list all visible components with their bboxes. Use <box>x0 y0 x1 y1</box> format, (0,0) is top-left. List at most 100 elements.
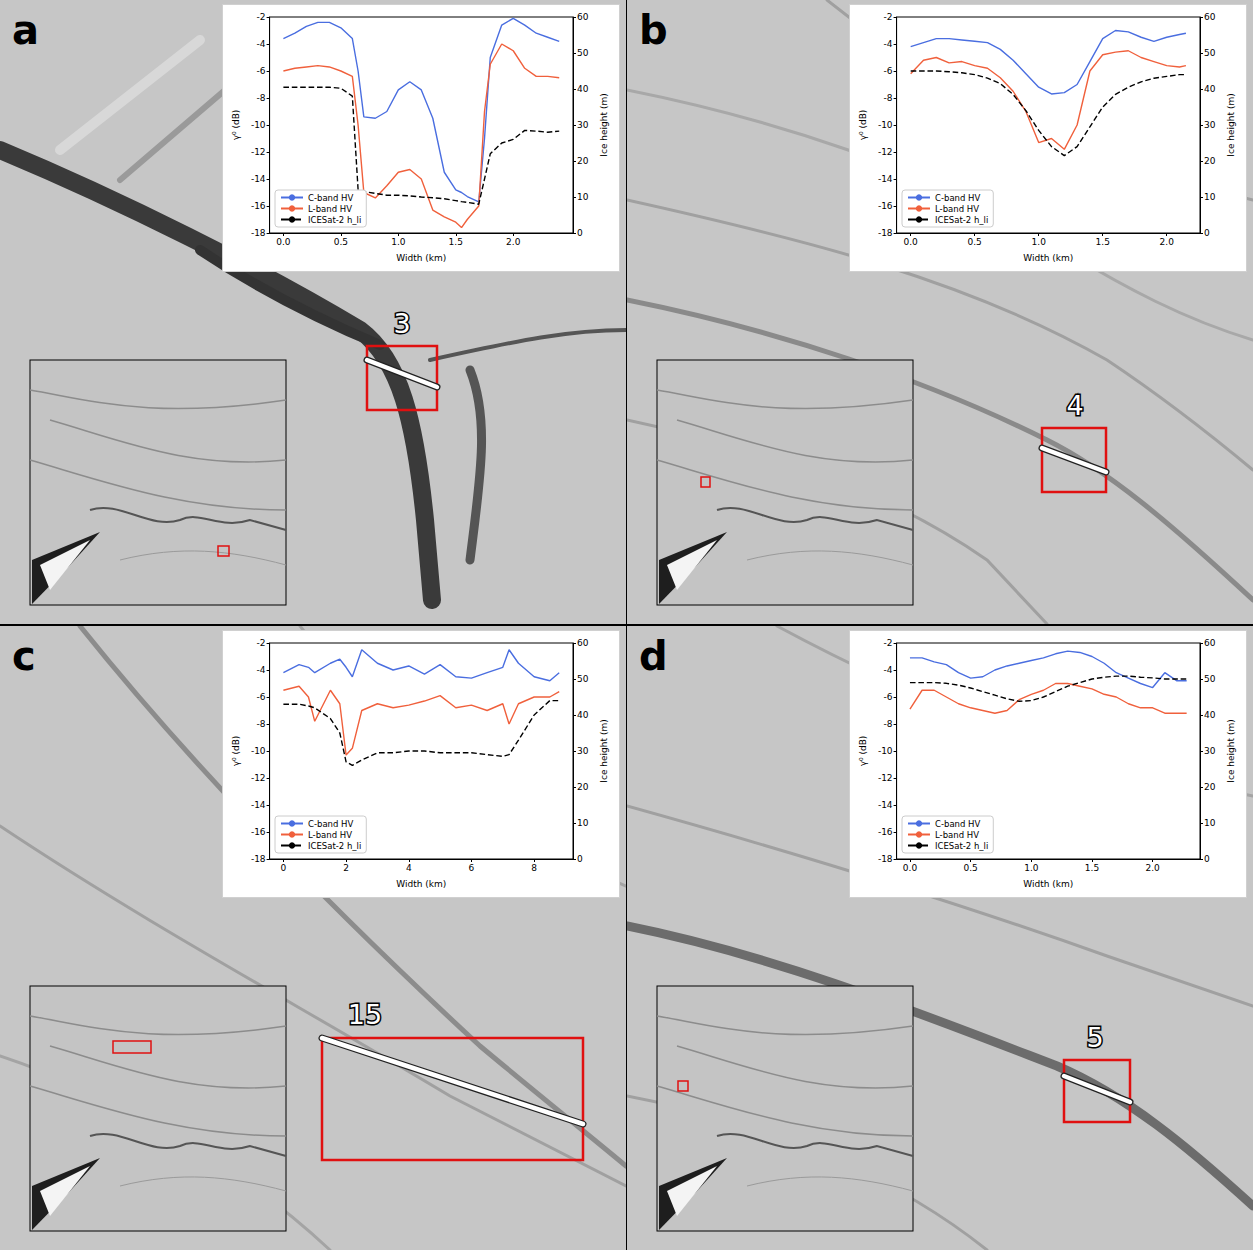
svg-text:-2: -2 <box>884 638 893 648</box>
svg-text:-14: -14 <box>878 174 893 184</box>
svg-text:Ice height (m): Ice height (m) <box>1226 719 1236 782</box>
svg-text:1.0: 1.0 <box>391 237 406 247</box>
svg-text:20: 20 <box>577 782 589 792</box>
svg-text:-8: -8 <box>257 719 266 729</box>
svg-text:50: 50 <box>577 674 589 684</box>
svg-text:60: 60 <box>577 12 589 22</box>
svg-text:ICESat-2 h_li: ICESat-2 h_li <box>308 215 361 225</box>
svg-text:50: 50 <box>577 48 589 58</box>
svg-text:30: 30 <box>1204 746 1216 756</box>
svg-text:γ⁰ (dB): γ⁰ (dB) <box>858 736 868 767</box>
svg-text:-8: -8 <box>884 719 893 729</box>
svg-text:3: 3 <box>393 308 410 339</box>
svg-text:Ice height (m): Ice height (m) <box>1226 93 1236 156</box>
svg-text:L-band HV: L-band HV <box>308 204 352 214</box>
svg-text:30: 30 <box>577 746 589 756</box>
svg-text:-14: -14 <box>878 800 893 810</box>
svg-text:C-band HV: C-band HV <box>308 819 353 829</box>
svg-text:-6: -6 <box>257 66 266 76</box>
svg-text:0: 0 <box>1204 854 1210 864</box>
svg-text:-4: -4 <box>884 39 893 49</box>
svg-text:0.5: 0.5 <box>968 237 982 247</box>
svg-text:2.0: 2.0 <box>1160 237 1175 247</box>
svg-text:-4: -4 <box>257 39 266 49</box>
svg-text:0.0: 0.0 <box>276 237 291 247</box>
svg-text:10: 10 <box>1204 818 1216 828</box>
svg-text:γ⁰ (dB): γ⁰ (dB) <box>858 110 868 141</box>
svg-text:10: 10 <box>577 192 589 202</box>
svg-text:0: 0 <box>577 854 583 864</box>
svg-text:-16: -16 <box>251 201 266 211</box>
svg-text:60: 60 <box>1204 12 1216 22</box>
svg-text:-18: -18 <box>251 854 266 864</box>
svg-text:-6: -6 <box>884 66 893 76</box>
svg-text:a: a <box>12 7 39 53</box>
svg-text:Width (km): Width (km) <box>1023 253 1073 263</box>
svg-text:-10: -10 <box>251 746 266 756</box>
svg-text:C-band HV: C-band HV <box>308 193 353 203</box>
svg-text:ICESat-2 h_li: ICESat-2 h_li <box>935 841 988 851</box>
svg-text:0: 0 <box>1204 228 1210 238</box>
svg-text:-2: -2 <box>884 12 893 22</box>
svg-text:-12: -12 <box>878 147 893 157</box>
svg-text:-12: -12 <box>251 773 266 783</box>
svg-text:L-band HV: L-band HV <box>935 830 979 840</box>
svg-text:50: 50 <box>1204 48 1216 58</box>
svg-text:40: 40 <box>1204 710 1216 720</box>
svg-text:Ice height (m): Ice height (m) <box>599 719 609 782</box>
svg-text:-8: -8 <box>257 93 266 103</box>
svg-text:0: 0 <box>577 228 583 238</box>
svg-text:L-band HV: L-band HV <box>935 204 979 214</box>
svg-text:-12: -12 <box>251 147 266 157</box>
svg-text:2.0: 2.0 <box>506 237 521 247</box>
svg-text:-16: -16 <box>251 827 266 837</box>
svg-text:-14: -14 <box>251 800 266 810</box>
svg-text:0.0: 0.0 <box>904 237 919 247</box>
svg-text:ICESat-2 h_li: ICESat-2 h_li <box>308 841 361 851</box>
svg-text:10: 10 <box>577 818 589 828</box>
svg-text:L-band HV: L-band HV <box>308 830 352 840</box>
svg-text:5: 5 <box>1086 1022 1103 1053</box>
svg-text:0.0: 0.0 <box>903 863 918 873</box>
svg-text:8: 8 <box>531 863 537 873</box>
svg-text:40: 40 <box>577 710 589 720</box>
svg-text:-18: -18 <box>251 228 266 238</box>
svg-text:-10: -10 <box>878 120 893 130</box>
svg-text:γ⁰ (dB): γ⁰ (dB) <box>231 736 241 767</box>
svg-text:b: b <box>639 7 668 53</box>
svg-text:20: 20 <box>1204 782 1216 792</box>
svg-text:10: 10 <box>1204 192 1216 202</box>
svg-text:2: 2 <box>343 863 349 873</box>
svg-text:40: 40 <box>577 84 589 94</box>
svg-text:60: 60 <box>1204 638 1216 648</box>
svg-text:-4: -4 <box>884 665 893 675</box>
svg-text:c: c <box>12 633 36 679</box>
svg-text:0.5: 0.5 <box>963 863 977 873</box>
svg-text:30: 30 <box>577 120 589 130</box>
svg-text:0: 0 <box>281 863 287 873</box>
svg-text:50: 50 <box>1204 674 1216 684</box>
svg-text:Width (km): Width (km) <box>1023 879 1073 889</box>
svg-text:-2: -2 <box>257 12 266 22</box>
svg-text:ICESat-2 h_li: ICESat-2 h_li <box>935 215 988 225</box>
svg-text:d: d <box>639 633 668 679</box>
svg-text:-8: -8 <box>884 93 893 103</box>
svg-text:1.5: 1.5 <box>1085 863 1099 873</box>
svg-text:-6: -6 <box>884 692 893 702</box>
svg-text:6: 6 <box>469 863 475 873</box>
svg-text:-6: -6 <box>257 692 266 702</box>
svg-text:4: 4 <box>406 863 412 873</box>
svg-text:20: 20 <box>577 156 589 166</box>
svg-text:0.5: 0.5 <box>334 237 348 247</box>
svg-text:1.5: 1.5 <box>449 237 463 247</box>
svg-text:-2: -2 <box>257 638 266 648</box>
svg-text:1.0: 1.0 <box>1032 237 1047 247</box>
svg-text:C-band HV: C-band HV <box>935 193 980 203</box>
svg-text:Ice height (m): Ice height (m) <box>599 93 609 156</box>
svg-text:Width (km): Width (km) <box>396 253 446 263</box>
svg-text:15: 15 <box>348 999 382 1030</box>
svg-text:60: 60 <box>577 638 589 648</box>
svg-text:-16: -16 <box>878 201 893 211</box>
svg-text:-12: -12 <box>878 773 893 783</box>
svg-text:C-band HV: C-band HV <box>935 819 980 829</box>
